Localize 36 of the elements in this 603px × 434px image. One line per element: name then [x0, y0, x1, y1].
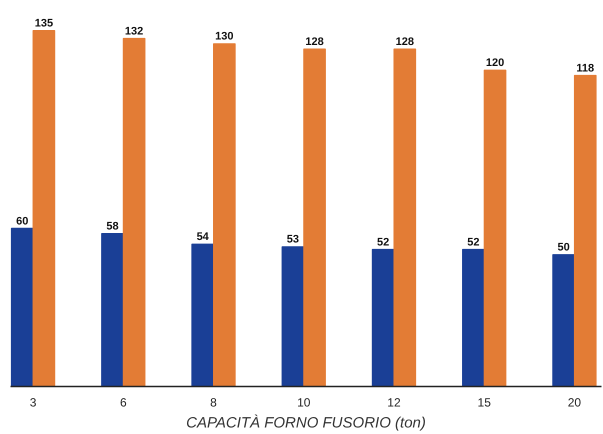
data-label: 53 [286, 234, 300, 246]
x-tick-label: 20 [568, 396, 582, 410]
x-tick-label: 3 [30, 396, 37, 410]
bar [393, 48, 416, 386]
bar [32, 30, 56, 386]
data-label: 118 [576, 62, 594, 74]
x-tick-label: 15 [478, 396, 492, 410]
data-label: 54 [196, 231, 210, 244]
data-label: 130 [215, 30, 234, 43]
data-label: 50 [557, 242, 570, 254]
data-label: 120 [486, 57, 504, 70]
bar [303, 48, 326, 386]
bar [282, 246, 304, 386]
data-label: 135 [34, 18, 54, 30]
x-tick-label: 8 [210, 396, 218, 410]
data-label: 132 [124, 25, 144, 38]
x-tick-label: 6 [120, 396, 127, 410]
data-label: 52 [467, 236, 480, 248]
x-tick-label: 10 [297, 396, 311, 410]
x-axis-title: CAPACITÀ FORNO FUSORIO (ton) [186, 414, 426, 432]
bar [213, 43, 236, 386]
bar [484, 70, 506, 386]
bar [101, 233, 124, 386]
bar [122, 38, 146, 386]
bar [552, 254, 575, 386]
data-label: 128 [396, 36, 414, 48]
data-label: 60 [16, 215, 28, 228]
bar [372, 248, 394, 386]
bar [191, 244, 214, 386]
x-tick-label: 12 [387, 396, 401, 410]
data-label: 52 [377, 236, 390, 248]
bar [10, 228, 34, 386]
data-label: 58 [106, 220, 119, 233]
data-label: 128 [305, 36, 324, 48]
bar [462, 248, 485, 386]
bar [574, 74, 597, 386]
